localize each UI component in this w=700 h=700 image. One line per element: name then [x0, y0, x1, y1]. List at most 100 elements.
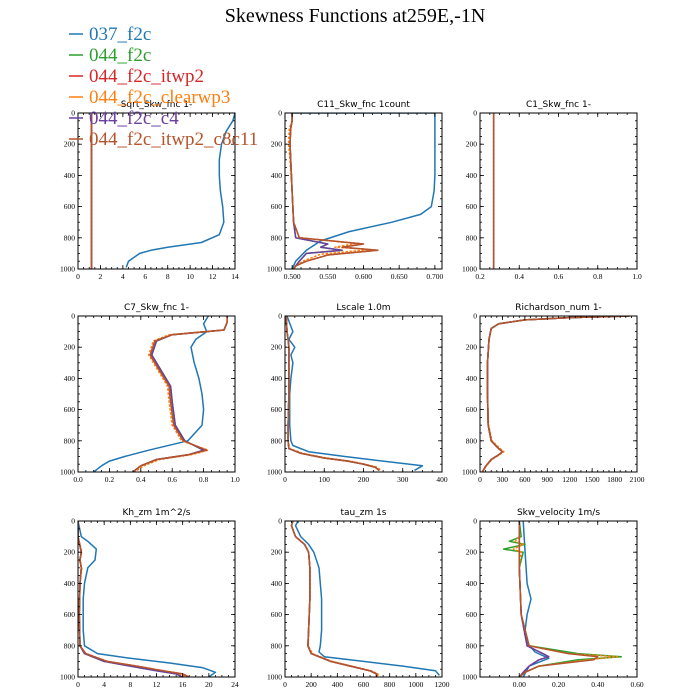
x-tick-label: 0.8 [593, 272, 603, 281]
y-tick-label: 800 [64, 436, 76, 445]
x-tick-label: 0.700 [426, 272, 443, 281]
series-line-037_f2c [125, 113, 235, 268]
panel-title: C1_Skw_fnc 1- [526, 100, 591, 110]
series-line-037_f2c [294, 521, 440, 676]
series-line-044_f2c [481, 316, 630, 472]
x-tick-label: 10 [186, 272, 194, 281]
series-line-044_f2c_clearwp3 [287, 113, 372, 269]
y-tick-label: 200 [64, 548, 76, 557]
x-tick-label: 4 [102, 680, 106, 689]
y-tick-label: 600 [271, 202, 283, 211]
x-tick-label: 20 [205, 680, 213, 689]
series-group [502, 521, 623, 677]
legend-label: 044_f2c_itwp2 [89, 66, 204, 87]
y-tick-label: 0 [71, 312, 75, 321]
series-line-037_f2c [286, 316, 424, 472]
panel-2: C11_Skw_fnc 1count 0 200 400 600 800 10000.500… [267, 100, 444, 281]
series-group [287, 113, 436, 269]
y-tick-label: 200 [466, 343, 478, 352]
x-tick-label: 0.20 [552, 680, 565, 689]
y-tick-label: 800 [271, 641, 283, 650]
x-tick-label: 200 [306, 680, 318, 689]
y-tick-label: 1000 [462, 673, 477, 682]
series-line-037_f2c [481, 316, 630, 472]
x-tick-label: 8 [128, 680, 132, 689]
figure-title: Skewness Functions at259E,-1N [225, 5, 486, 27]
x-tick-label: 0.6 [168, 475, 178, 484]
series-line-044_f2c [289, 113, 343, 269]
y-tick-label: 400 [64, 171, 76, 180]
x-tick-label: 1000 [408, 680, 423, 689]
y-tick-label: 400 [466, 171, 478, 180]
y-tick-label: 800 [64, 233, 76, 242]
legend-label: 044_f2c_itwp2_c8c11 [89, 129, 258, 150]
series-line-044_f2c_itwp2_c8c11 [132, 316, 228, 472]
x-tick-label: 0.00 [513, 680, 526, 689]
x-tick-label: 6 [143, 272, 147, 281]
y-tick-label: 200 [466, 140, 478, 149]
series-line-044_f2c_itwp2 [289, 113, 379, 269]
series-line-044_f2c_itwp2 [481, 316, 630, 472]
y-tick-label: 600 [64, 405, 76, 414]
x-tick-label: 1.0 [230, 475, 240, 484]
series-line-044_f2c_itwp2_c8c11 [518, 521, 599, 677]
series-line-044_f2c_c4 [132, 316, 228, 472]
series-line-044_f2c_c4 [289, 113, 343, 269]
y-tick-label: 400 [466, 374, 478, 383]
y-tick-label: 1000 [267, 468, 282, 477]
y-tick-label: 1000 [60, 673, 75, 682]
y-tick-label: 400 [271, 579, 283, 588]
y-tick-label: 800 [271, 233, 283, 242]
y-tick-label: 1000 [267, 265, 282, 274]
y-tick-label: 600 [466, 610, 478, 619]
x-tick-label: 600 [358, 680, 370, 689]
x-tick-label: 0.600 [355, 272, 372, 281]
legend-label: 044_f2c_c4 [89, 108, 179, 129]
x-tick-label: 1200 [435, 680, 450, 689]
legend-item: 037_f2c [69, 24, 151, 45]
y-tick-label: 200 [64, 140, 76, 149]
x-tick-label: 0.4 [515, 272, 525, 281]
series-line-037_f2c [93, 316, 209, 472]
x-tick-label: 4 [121, 272, 125, 281]
x-tick-label: 0 [76, 272, 80, 281]
y-tick-label: 600 [466, 202, 478, 211]
series-line-044_f2c_itwp2_c8c11 [78, 521, 190, 677]
y-tick-label: 800 [466, 641, 478, 650]
x-tick-label: 0.2 [475, 272, 485, 281]
legend-item: 044_f2c_clearwp3 [69, 87, 230, 108]
x-tick-label: 300 [497, 475, 509, 484]
y-tick-label: 400 [271, 374, 283, 383]
x-tick-label: 1.0 [632, 272, 642, 281]
x-tick-label: 1200 [562, 475, 577, 484]
x-tick-label: 2 [99, 272, 103, 281]
y-tick-label: 600 [271, 405, 283, 414]
series-line-044_f2c_itwp2_c8c11 [289, 113, 379, 269]
panel-title: Kh_zm 1m^2/s [123, 508, 191, 518]
x-tick-label: 800 [384, 680, 396, 689]
legend-item: 044_f2c_itwp2_c8c11 [69, 129, 258, 150]
series-group [78, 521, 217, 677]
y-tick-label: 600 [64, 610, 76, 619]
series-line-044_f2c_itwp2 [78, 521, 190, 677]
panel-title: Skw_velocity 1m/s [517, 508, 600, 518]
x-tick-label: 900 [542, 475, 554, 484]
x-tick-label: 0.500 [284, 272, 301, 281]
y-tick-label: 400 [64, 374, 76, 383]
x-tick-label: 0 [283, 680, 287, 689]
panel-title: C11_Skw_fnc 1count [317, 100, 410, 110]
x-tick-label: 0.550 [319, 272, 336, 281]
series-line-044_f2c [132, 316, 228, 472]
x-tick-label: 300 [397, 475, 409, 484]
y-tick-label: 0 [473, 517, 477, 526]
series-line-044_f2c_itwp2_c8c11 [481, 316, 630, 472]
series-line-044_f2c_itwp2_c8c11 [290, 521, 378, 677]
x-tick-label: 200 [358, 475, 370, 484]
plot-frame [479, 112, 638, 270]
y-tick-label: 1000 [60, 265, 75, 274]
